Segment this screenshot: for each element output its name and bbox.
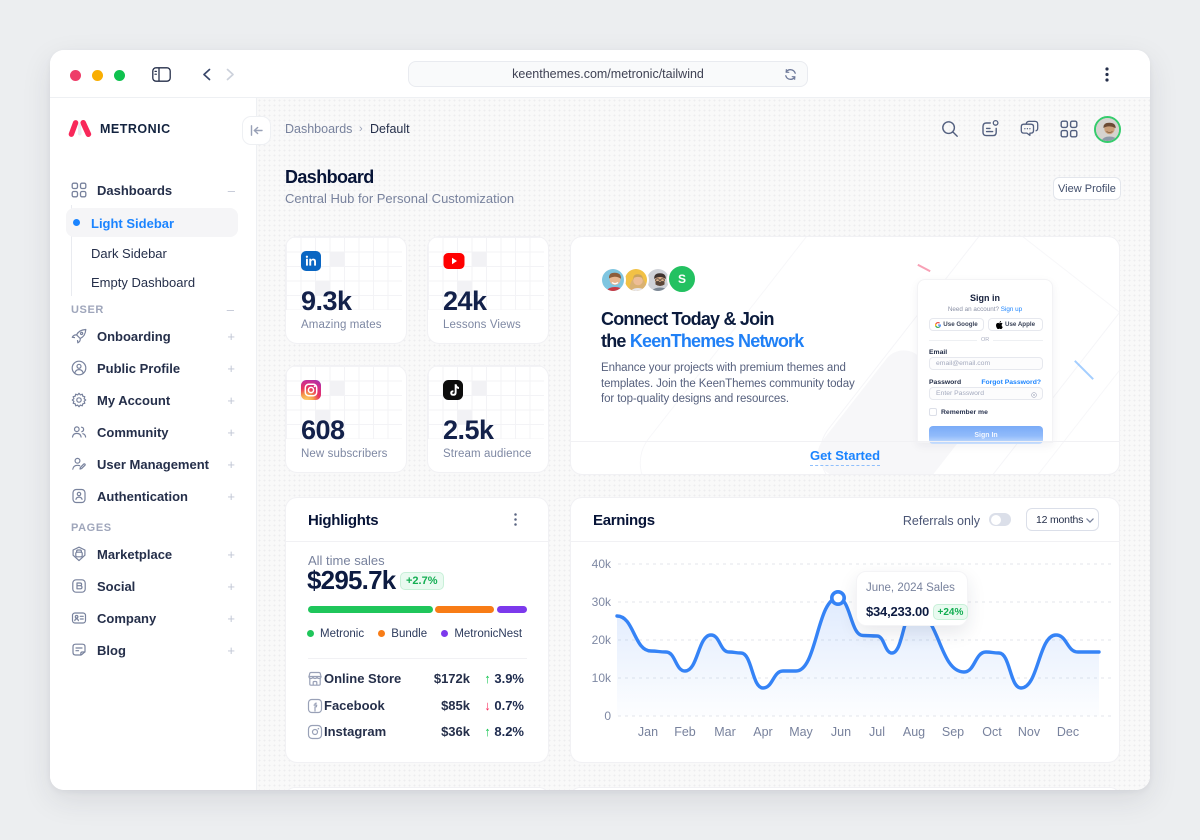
svg-text:Apr: Apr xyxy=(753,725,772,739)
svg-text:Jun: Jun xyxy=(831,725,851,739)
svg-text:Dec: Dec xyxy=(1057,725,1079,739)
svg-text:Aug: Aug xyxy=(903,725,925,739)
svg-text:Oct: Oct xyxy=(982,725,1002,739)
svg-text:40k: 40k xyxy=(592,557,612,571)
svg-text:May: May xyxy=(789,725,813,739)
svg-text:0: 0 xyxy=(604,709,611,723)
svg-text:10k: 10k xyxy=(592,671,612,685)
svg-text:Mar: Mar xyxy=(714,725,736,739)
svg-text:Nov: Nov xyxy=(1018,725,1041,739)
svg-text:Jul: Jul xyxy=(869,725,885,739)
svg-text:Sep: Sep xyxy=(942,725,964,739)
svg-text:Feb: Feb xyxy=(674,725,696,739)
svg-text:30k: 30k xyxy=(592,595,612,609)
svg-text:20k: 20k xyxy=(592,633,612,647)
svg-text:Jan: Jan xyxy=(638,725,658,739)
